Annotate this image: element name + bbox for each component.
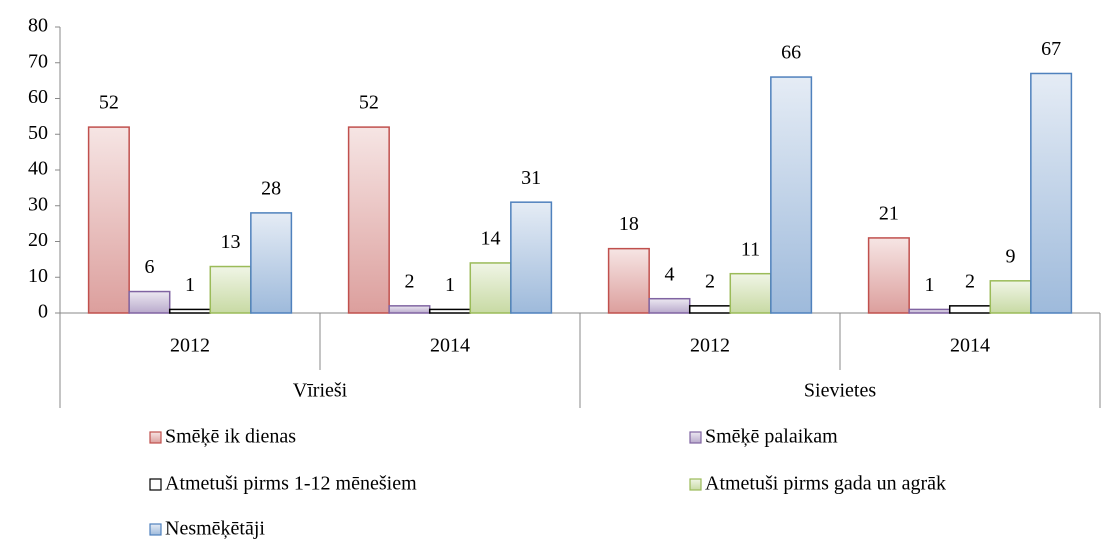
legend-swatch [689,478,702,491]
y-tick-label: 0 [38,301,48,323]
bar [607,247,650,314]
y-tick-label: 60 [28,86,48,108]
value-label: 18 [619,213,639,235]
bar [1030,72,1073,314]
bar [209,265,252,314]
legend-label: Smēķē ik dienas [165,426,296,448]
value-label: 4 [664,263,674,285]
legend-label: Atmetuši pirms gada un agrāk [705,473,946,495]
bar [128,290,171,314]
y-tick-label: 50 [28,122,48,144]
bar [688,305,732,314]
value-label: 13 [221,231,241,253]
value-label: 6 [144,256,154,278]
bar [770,76,813,314]
bar [87,126,130,314]
bar [648,297,691,314]
value-label: 2 [965,270,975,292]
value-label: 21 [879,203,899,225]
value-label: 2 [705,270,715,292]
value-label: 67 [1041,38,1061,60]
value-label: 66 [781,42,801,64]
value-label: 11 [741,238,760,260]
y-tick-label: 40 [28,158,48,180]
value-label: 31 [521,167,541,189]
x-tick-label: 2012 [690,335,730,357]
group-label: Vīrieši [293,380,348,402]
bar [469,262,512,314]
value-label: 52 [99,92,119,114]
value-label: 52 [359,92,379,114]
bar [867,237,910,314]
legend-label: Nesmēķētāji [165,518,265,540]
x-tick-label: 2012 [170,335,210,357]
legend-label: Atmetuši pirms 1-12 mēnešiem [165,473,417,495]
value-label: 1 [445,274,455,296]
bar [168,308,212,314]
value-label: 1 [185,274,195,296]
x-tick-label: 2014 [430,335,470,357]
bar [948,305,992,314]
legend-swatch [689,431,702,444]
legend-swatch [149,523,162,536]
legend-swatch [149,431,162,444]
value-label: 28 [261,177,281,199]
bar [510,201,553,314]
legend-swatch [149,478,162,491]
y-tick-label: 10 [28,265,48,287]
x-tick-label: 2014 [950,335,990,357]
value-label: 9 [1006,245,1016,267]
y-tick-label: 80 [28,15,48,37]
value-label: 2 [404,270,414,292]
bar [729,272,772,314]
bar [388,305,431,314]
bar [347,126,390,314]
bar [250,212,293,314]
group-label: Sievietes [804,380,876,402]
bar [908,308,951,314]
y-tick-label: 20 [28,229,48,251]
y-tick-label: 70 [28,50,48,72]
y-tick-label: 30 [28,193,48,215]
bar [428,308,472,314]
legend-label: Smēķē palaikam [705,426,838,448]
value-label: 1 [924,274,934,296]
bar [989,280,1032,314]
value-label: 14 [481,228,501,250]
